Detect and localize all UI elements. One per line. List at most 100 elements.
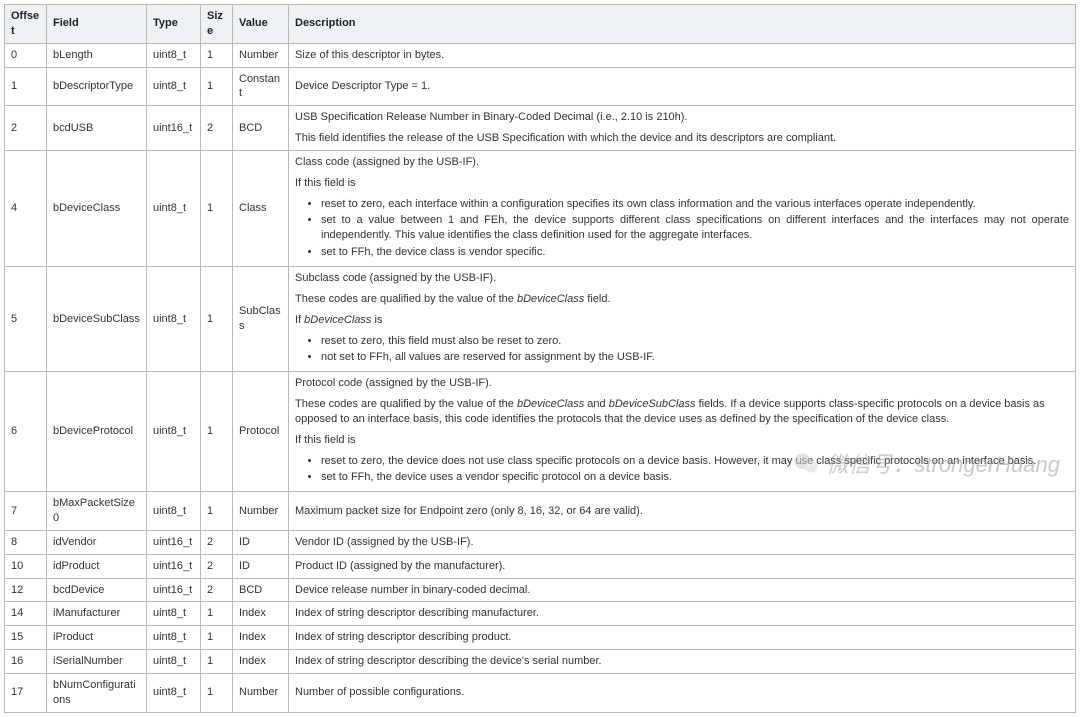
cell-value: BCD	[233, 578, 289, 602]
cell-size: 1	[201, 492, 233, 531]
desc-list: reset to zero, this field must also be r…	[295, 334, 1069, 366]
table-row: 0bLengthuint8_t1Number Size of this descr…	[5, 43, 1076, 67]
desc-paragraph: If bDeviceClass is	[295, 313, 1069, 328]
desc-paragraph: Device release number in binary-coded de…	[295, 583, 1069, 598]
cell-type: uint8_t	[147, 67, 201, 106]
cell-type: uint8_t	[147, 43, 201, 67]
cell-value: Protocol	[233, 372, 289, 492]
cell-offset: 5	[5, 266, 47, 371]
cell-field: bNumConfigurations	[47, 674, 147, 713]
cell-offset: 8	[5, 530, 47, 554]
cell-type: uint16_t	[147, 106, 201, 151]
cell-description: Product ID (assigned by the manufacturer…	[289, 554, 1076, 578]
cell-field: idProduct	[47, 554, 147, 578]
cell-size: 1	[201, 674, 233, 713]
desc-paragraph: Class code (assigned by the USB-IF).	[295, 155, 1069, 170]
desc-paragraph: Size of this descriptor in bytes.	[295, 48, 1069, 63]
cell-offset: 6	[5, 372, 47, 492]
cell-field: bDeviceClass	[47, 150, 147, 266]
cell-description: Index of string descriptor describing ma…	[289, 602, 1076, 626]
table-row: 17bNumConfigurationsuint8_t1NumberNumber…	[5, 674, 1076, 713]
col-header-field: Field	[47, 5, 147, 44]
table-row: 12bcdDeviceuint16_t2BCDDevice release nu…	[5, 578, 1076, 602]
cell-value: ID	[233, 530, 289, 554]
table-row: 7bMaxPacketSize0uint8_t1NumberMaximum pa…	[5, 492, 1076, 531]
col-header-size: Size	[201, 5, 233, 44]
desc-paragraph: Vendor ID (assigned by the USB-IF).	[295, 535, 1069, 550]
cell-field: idVendor	[47, 530, 147, 554]
cell-type: uint8_t	[147, 650, 201, 674]
cell-description: USB Specification Release Number in Bina…	[289, 106, 1076, 151]
cell-value: BCD	[233, 106, 289, 151]
cell-type: uint8_t	[147, 372, 201, 492]
cell-value: Number	[233, 492, 289, 531]
cell-type: uint8_t	[147, 602, 201, 626]
desc-paragraph: Protocol code (assigned by the USB-IF).	[295, 376, 1069, 391]
cell-description: Index of string descriptor describing th…	[289, 650, 1076, 674]
cell-description: Class code (assigned by the USB-IF). If t…	[289, 150, 1076, 266]
cell-field: bDeviceProtocol	[47, 372, 147, 492]
desc-list: reset to zero, each interface within a c…	[295, 197, 1069, 260]
desc-list-item: set to FFh, the device class is vendor s…	[321, 245, 1069, 260]
cell-type: uint8_t	[147, 150, 201, 266]
cell-description: Subclass code (assigned by the USB-IF).T…	[289, 266, 1076, 371]
cell-value: Index	[233, 602, 289, 626]
desc-paragraph: If this field is	[295, 176, 1069, 191]
cell-size: 1	[201, 626, 233, 650]
desc-list-item: set to a value between 1 and FEh, the de…	[321, 213, 1069, 243]
cell-offset: 17	[5, 674, 47, 713]
cell-size: 1	[201, 150, 233, 266]
cell-description: Protocol code (assigned by the USB-IF).T…	[289, 372, 1076, 492]
cell-offset: 1	[5, 67, 47, 106]
col-header-offset: Offset	[5, 5, 47, 44]
desc-paragraph: USB Specification Release Number in Bina…	[295, 110, 1069, 125]
cell-offset: 10	[5, 554, 47, 578]
table-row: 6bDeviceProtocoluint8_t1ProtocolProtocol…	[5, 372, 1076, 492]
cell-type: uint16_t	[147, 530, 201, 554]
desc-paragraph: Maximum packet size for Endpoint zero (o…	[295, 504, 1069, 519]
cell-offset: 4	[5, 150, 47, 266]
table-row: 10idProductuint16_t2IDProduct ID (assign…	[5, 554, 1076, 578]
table-row: 14iManufactureruint8_t1IndexIndex of str…	[5, 602, 1076, 626]
desc-list: reset to zero, the device does not use c…	[295, 454, 1069, 486]
col-header-value: Value	[233, 5, 289, 44]
table-row: 1bDescriptorTypeuint8_t1ConstantDevice D…	[5, 67, 1076, 106]
cell-field: iSerialNumber	[47, 650, 147, 674]
col-header-type: Type	[147, 5, 201, 44]
cell-type: uint16_t	[147, 554, 201, 578]
cell-value: Class	[233, 150, 289, 266]
cell-field: bMaxPacketSize0	[47, 492, 147, 531]
cell-size: 1	[201, 266, 233, 371]
cell-value: Number	[233, 43, 289, 67]
cell-description: Number of possible configurations.	[289, 674, 1076, 713]
cell-offset: 16	[5, 650, 47, 674]
cell-size: 1	[201, 43, 233, 67]
cell-field: bcdDevice	[47, 578, 147, 602]
desc-paragraph: Device Descriptor Type = 1.	[295, 79, 1069, 94]
col-header-desc: Description	[289, 5, 1076, 44]
cell-field: iManufacturer	[47, 602, 147, 626]
desc-paragraph: Product ID (assigned by the manufacturer…	[295, 559, 1069, 574]
cell-field: bLength	[47, 43, 147, 67]
cell-value: SubClass	[233, 266, 289, 371]
cell-offset: 14	[5, 602, 47, 626]
cell-field: bDeviceSubClass	[47, 266, 147, 371]
cell-offset: 2	[5, 106, 47, 151]
cell-size: 2	[201, 106, 233, 151]
table-row: 8idVendoruint16_t2IDVendor ID (assigned …	[5, 530, 1076, 554]
cell-field: iProduct	[47, 626, 147, 650]
table-row: 15iProductuint8_t1IndexIndex of string d…	[5, 626, 1076, 650]
cell-description: Vendor ID (assigned by the USB-IF).	[289, 530, 1076, 554]
table-header-row: Offset Field Type Size Value Description	[5, 5, 1076, 44]
desc-paragraph: This field identifies the release of the…	[295, 131, 1069, 146]
cell-size: 1	[201, 67, 233, 106]
desc-paragraph: Index of string descriptor describing ma…	[295, 606, 1069, 621]
cell-offset: 0	[5, 43, 47, 67]
desc-list-item: not set to FFh, all values are reserved …	[321, 350, 1069, 365]
desc-paragraph: Index of string descriptor describing pr…	[295, 630, 1069, 645]
desc-paragraph: If this field is	[295, 433, 1069, 448]
cell-value: Constant	[233, 67, 289, 106]
desc-paragraph: Subclass code (assigned by the USB-IF).	[295, 271, 1069, 286]
cell-value: Index	[233, 650, 289, 674]
cell-offset: 7	[5, 492, 47, 531]
